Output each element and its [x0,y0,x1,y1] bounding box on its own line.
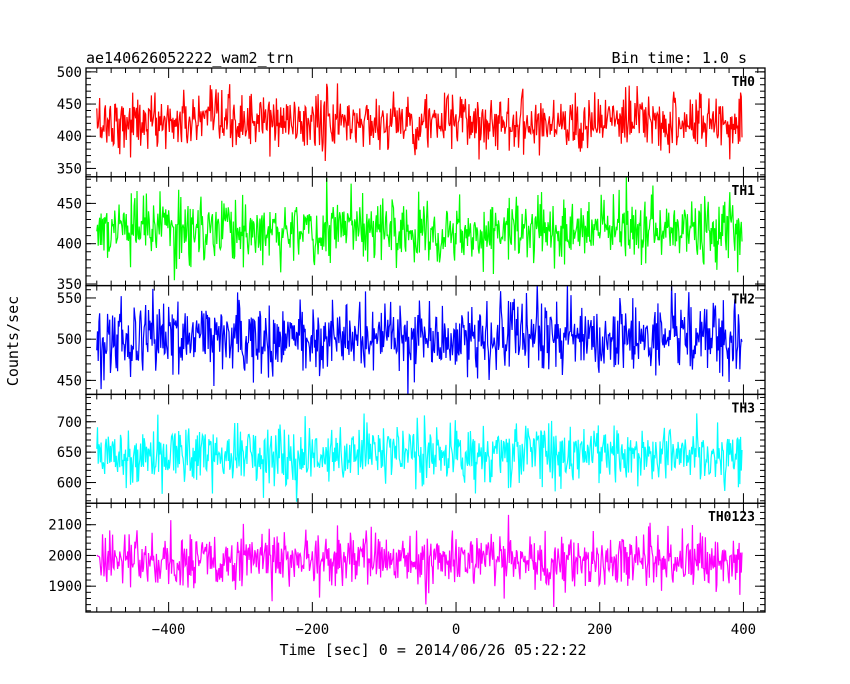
x-tick-label: 400 [731,622,756,638]
x-axis-label: Time [sec] 0 = 2014/06/26 05:22:22 [279,641,586,659]
panel-label-th2: TH2 [732,293,755,308]
panel-th0123: 1900 2000 2100 TH0123 [48,502,766,613]
y-tick-label: 1900 [48,579,82,595]
x-axis: −400 −200 0 200 400 [152,622,756,638]
y-axis-label: Counts/sec [4,296,22,386]
y-tick-label: 400 [57,237,82,253]
x-tick-label: −200 [295,622,329,638]
y-tick-label: 400 [57,129,82,145]
panel-th0: 350 400 450 500 TH0 [57,65,766,178]
panel-label-th3: TH3 [732,401,755,416]
panels-group: 350 400 450 500 TH0 350 400 450 TH1 450 500 550 TH2 6… [48,65,766,613]
panel-th2: 450 500 550 TH2 [57,284,766,396]
y-tick-label: 650 [57,445,82,461]
x-tick-label: 200 [587,622,612,638]
bin-time-label: Bin time: 1.0 s [612,49,747,67]
y-tick-label: 500 [57,65,82,81]
y-tick-label: 500 [57,332,82,348]
panel-frame-th0123 [85,502,766,613]
x-tick-label: −400 [152,622,186,638]
chart-title: ae140626052222_wam2_trn [86,49,294,67]
y-tick-label: 550 [57,291,82,307]
y-tick-label: 450 [57,373,82,389]
y-tick-label: 350 [57,161,82,177]
series-line-th1 [96,176,743,281]
series-line-th3 [96,413,743,502]
panel-label-th0123: TH0123 [708,510,755,525]
series-line-th0123 [96,514,743,608]
series-line-th0 [96,83,743,162]
y-tick-label: 350 [57,277,82,293]
panel-th3: 600 650 700 TH3 [57,393,766,504]
x-tick-label: 0 [452,622,460,638]
y-tick-label: 2100 [48,518,82,534]
panel-label-th0: TH0 [732,75,756,90]
y-tick-label: 700 [57,415,82,431]
y-tick-label: 600 [57,476,82,492]
series-line-th2 [96,285,743,395]
y-tick-label: 450 [57,97,82,113]
y-tick-label: 2000 [48,548,82,564]
panel-label-th1: TH1 [732,184,756,199]
y-tick-label: 450 [57,196,82,212]
panel-th1: 350 400 450 TH1 [57,176,766,293]
